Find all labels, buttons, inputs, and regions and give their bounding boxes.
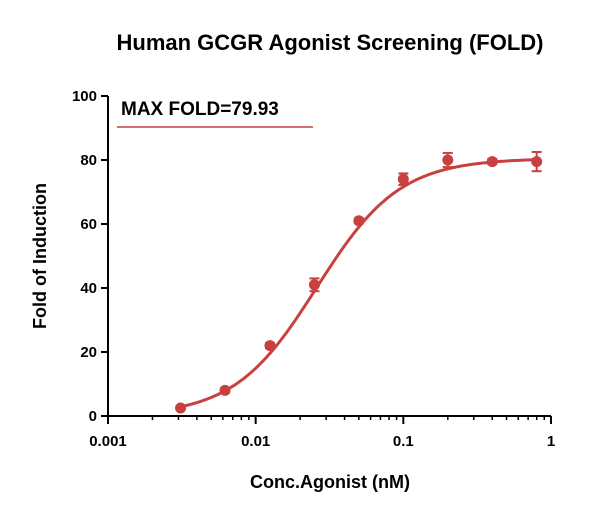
x-axis-label: Conc.Agonist (nM) <box>250 472 410 492</box>
data-marker <box>397 173 409 185</box>
data-point <box>397 172 409 186</box>
data-point <box>442 151 454 169</box>
data-marker <box>264 340 276 352</box>
axes: 0 20 40 60 80 100 0.001 0.01 0.1 1 <box>72 88 555 450</box>
data-point <box>531 151 543 173</box>
data-marker <box>531 156 543 168</box>
x-tick-label: 0.001 <box>89 433 127 450</box>
data-marker <box>308 279 320 291</box>
x-tick-label: 1 <box>547 433 555 450</box>
fit-layer <box>180 158 537 409</box>
data-point <box>486 156 498 168</box>
y-tick-label: 60 <box>80 216 97 233</box>
data-point <box>353 215 365 227</box>
data-point <box>219 384 231 396</box>
data-marker <box>486 156 498 168</box>
max-fold-annotation: MAX FOLD=79.93 <box>121 99 279 120</box>
y-tick-label: 100 <box>72 88 97 105</box>
data-marker <box>219 384 231 396</box>
data-marker <box>442 154 454 166</box>
data-marker <box>175 402 187 414</box>
data-marker <box>353 215 365 227</box>
data-point <box>175 402 187 414</box>
chart-title: Human GCGR Agonist Screening (FOLD) <box>117 30 544 55</box>
y-tick-label: 20 <box>80 344 97 361</box>
data-point <box>264 340 276 352</box>
y-tick-label: 80 <box>80 152 97 169</box>
y-tick-label: 40 <box>80 280 97 297</box>
fit-curve <box>180 158 537 409</box>
y-axis-label: Fold of Induction <box>30 183 50 329</box>
y-tick-label: 0 <box>89 408 97 425</box>
points-layer <box>175 151 543 414</box>
data-point <box>308 277 320 293</box>
x-tick-label: 0.1 <box>393 433 414 450</box>
x-tick-label: 0.01 <box>241 433 270 450</box>
